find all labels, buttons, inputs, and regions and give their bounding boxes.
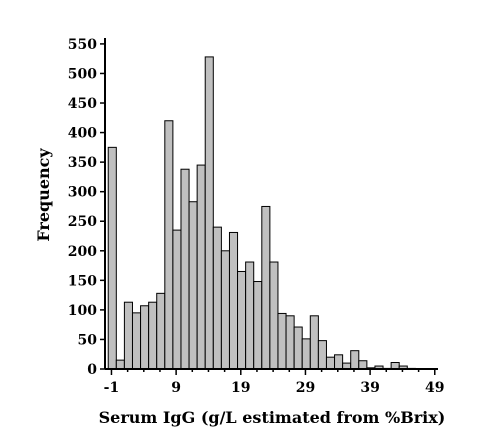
histogram-bar bbox=[285, 315, 295, 370]
histogram-bar bbox=[237, 270, 247, 370]
histogram-bar bbox=[107, 146, 117, 370]
histogram-bar bbox=[131, 312, 142, 370]
histogram-bar bbox=[317, 340, 327, 370]
histogram-bar bbox=[123, 301, 133, 370]
histogram-bar bbox=[164, 120, 174, 370]
y-tick-label: 400 bbox=[68, 126, 97, 142]
y-tick-label: 450 bbox=[68, 96, 97, 112]
x-tick-label: -1 bbox=[104, 380, 120, 396]
histogram-bars bbox=[107, 56, 416, 370]
x-tick-label: 29 bbox=[296, 380, 315, 396]
y-tick-label: 550 bbox=[68, 37, 97, 53]
histogram-bar bbox=[325, 356, 336, 370]
histogram-bar bbox=[245, 261, 255, 370]
histogram-bar bbox=[140, 305, 150, 370]
y-tick-label: 50 bbox=[78, 332, 98, 348]
x-axis-title: Serum IgG (g/L estimated from %Brix) bbox=[99, 408, 446, 427]
histogram-bar bbox=[277, 312, 287, 370]
x-tick-label: 49 bbox=[425, 380, 444, 396]
x-axis: -1 9 19 29 39 49 bbox=[104, 368, 445, 396]
histogram-bar bbox=[334, 354, 344, 370]
y-tick-label: 200 bbox=[68, 244, 97, 260]
histogram-bar bbox=[172, 229, 182, 370]
histogram-bar bbox=[220, 250, 230, 370]
histogram-bar bbox=[196, 164, 206, 370]
x-tick-label: 19 bbox=[231, 380, 250, 396]
histogram-bar bbox=[188, 201, 198, 370]
histogram-bar bbox=[293, 326, 303, 370]
histogram-bar bbox=[180, 168, 190, 370]
histogram-bar bbox=[212, 226, 222, 370]
y-tick-label: 250 bbox=[68, 214, 97, 230]
histogram-bar bbox=[301, 338, 311, 370]
histogram-bar bbox=[156, 292, 166, 370]
histogram-bar bbox=[228, 231, 239, 370]
y-axis-title: Frequency bbox=[34, 148, 53, 242]
histogram-bar bbox=[350, 350, 360, 370]
y-tick-label: 100 bbox=[68, 303, 97, 319]
histogram-bar bbox=[253, 281, 263, 370]
y-tick-label: 0 bbox=[87, 362, 97, 378]
histogram-bar bbox=[148, 301, 158, 370]
histogram-bar bbox=[204, 56, 214, 370]
histogram-bar bbox=[115, 359, 125, 370]
y-tick-label: 500 bbox=[68, 66, 97, 82]
histogram-bar bbox=[261, 205, 271, 370]
histogram-bar bbox=[269, 261, 279, 370]
y-axis: 0 50 100 150 200 250 300 350 400 450 500 550 bbox=[68, 37, 106, 378]
histogram-bar bbox=[358, 360, 368, 370]
x-tick-label: 39 bbox=[360, 380, 379, 396]
histogram-bar bbox=[309, 315, 319, 370]
x-tick-label: 9 bbox=[171, 380, 181, 396]
y-tick-label: 150 bbox=[68, 273, 97, 289]
y-tick-label: 350 bbox=[68, 155, 97, 171]
y-tick-label: 300 bbox=[68, 185, 97, 201]
